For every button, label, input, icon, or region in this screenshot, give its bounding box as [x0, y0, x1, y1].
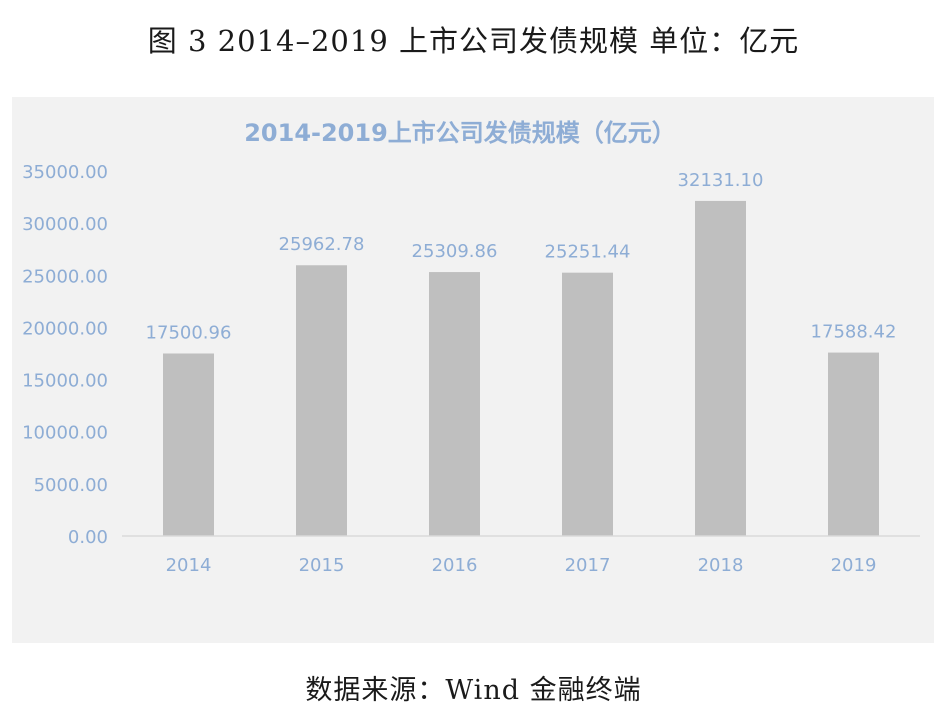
bar: [429, 272, 480, 536]
x-tick-label: 2014: [166, 555, 212, 576]
y-tick-label: 15000.00: [22, 371, 108, 392]
bars-group: 17500.96 25962.78 25309.86 25251.44 32131.10…: [146, 170, 897, 536]
y-tick-label: 0.00: [68, 527, 108, 548]
y-tick-label: 25000.00: [22, 266, 108, 287]
chart-panel: 2014-2019上市公司发债规模（亿元） 0.00 5000.00 10000.0…: [12, 97, 934, 643]
figure-caption: 图 3 2014–2019 上市公司发债规模 单位：亿元: [147, 24, 800, 58]
bar: [296, 265, 347, 536]
x-tick-label: 2018: [698, 555, 744, 576]
data-label: 17500.96: [146, 322, 232, 343]
chart-title: 2014-2019上市公司发债规模（亿元）: [244, 119, 676, 147]
y-tick-label: 30000.00: [22, 214, 108, 235]
x-tick-label: 2019: [831, 555, 877, 576]
y-tick-label: 10000.00: [22, 423, 108, 444]
bar: [828, 352, 879, 536]
data-label: 25309.86: [412, 241, 498, 262]
data-label: 32131.10: [678, 170, 764, 191]
x-tick-label: 2016: [432, 555, 478, 576]
x-tick-label: 2017: [565, 555, 611, 576]
bar: [695, 200, 746, 536]
bar-chart: 2014-2019上市公司发债规模（亿元） 0.00 5000.00 10000.0…: [22, 119, 920, 576]
data-label: 25962.78: [279, 234, 365, 255]
bar: [562, 272, 613, 536]
data-label: 17588.42: [811, 322, 897, 343]
x-tick-label: 2015: [299, 555, 345, 576]
data-source: 数据来源：Wind 金融终端: [305, 675, 642, 706]
x-axis: 2014 2015 2016 2017 2018 2019: [122, 535, 920, 576]
data-label: 25251.44: [545, 242, 631, 263]
bar: [163, 353, 214, 536]
y-tick-label: 5000.00: [34, 475, 108, 496]
y-tick-label: 35000.00: [22, 162, 108, 183]
y-axis: 0.00 5000.00 10000.00 15000.00 20000.00 25000…: [22, 162, 108, 548]
y-tick-label: 20000.00: [22, 318, 108, 339]
